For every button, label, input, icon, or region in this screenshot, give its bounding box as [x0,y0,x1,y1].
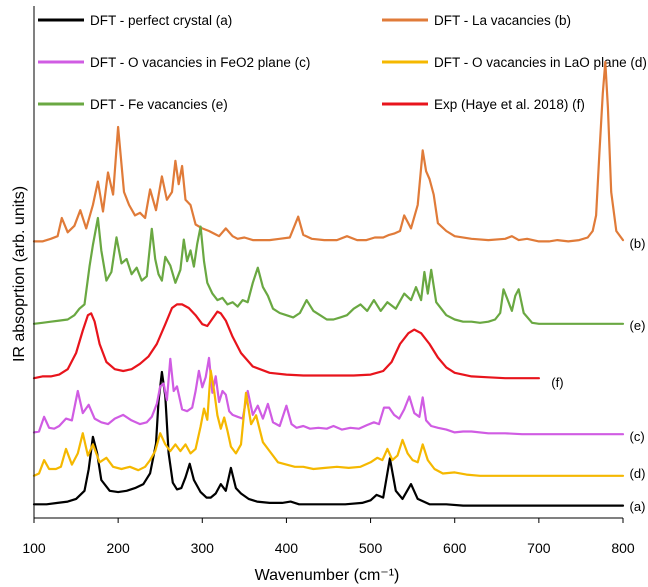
legend: DFT - perfect crystal (a) DFT - La vacanc… [38,13,647,112]
series-label-e: (e) [630,318,646,333]
series-label-b: (b) [630,236,646,251]
x-tick-label: 600 [443,540,467,556]
x-tick-label: 400 [275,540,299,556]
series-line-a [32,370,625,507]
x-tick-label: 200 [106,540,130,556]
series-line-b [32,60,625,243]
axes [33,6,623,519]
x-tick-label: 800 [611,540,635,556]
x-ticks: 100 200 300 400 500 600 700 800 [22,518,635,556]
x-tick-label: 300 [191,540,215,556]
series-line-f [32,303,540,380]
legend-entry-f: Exp (Haye et al. 2018) (f) [434,97,585,112]
legend-entry-a: DFT - perfect crystal (a) [90,13,232,28]
plot-area: (a) (b) (c) (d) (e) (f) [32,60,646,514]
series-label-d: (d) [630,466,646,481]
x-tick-label: 700 [527,540,551,556]
y-axis-title: IR absoprtion (arb. units) [11,186,28,362]
series-label-f: (f) [551,375,563,390]
legend-entry-c: DFT - O vacancies in FeO2 plane (c) [90,55,310,70]
legend-entry-e: DFT - Fe vacancies (e) [90,97,228,112]
x-tick-label: 500 [359,540,383,556]
legend-entry-d: DFT - O vacancies in LaO plane (d) [434,55,647,70]
series-line-d [32,369,625,477]
series-line-e [32,216,625,325]
series-line-c [32,356,625,436]
series-label-c: (c) [630,429,645,444]
x-axis-title: Wavenumber (cm⁻¹) [255,567,400,584]
legend-entry-b: DFT - La vacancies (b) [434,13,571,28]
x-tick-label: 100 [22,540,46,556]
series-label-a: (a) [630,499,646,514]
